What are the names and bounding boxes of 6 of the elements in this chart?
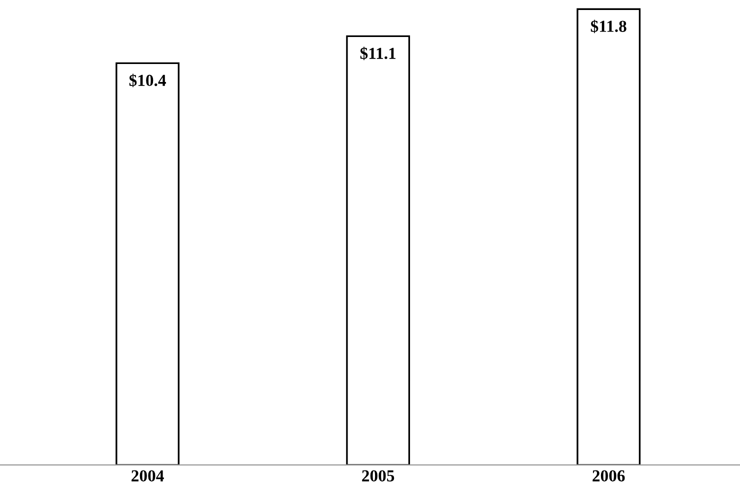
x-tick-label: 2006 [592,470,625,482]
x-tick-label: 2005 [362,470,394,482]
data-label: $10.4 [129,74,166,88]
data-label: $11.1 [360,46,396,60]
x-tick-label: 2004 [132,470,164,482]
data-label: $11.8 [590,20,626,34]
